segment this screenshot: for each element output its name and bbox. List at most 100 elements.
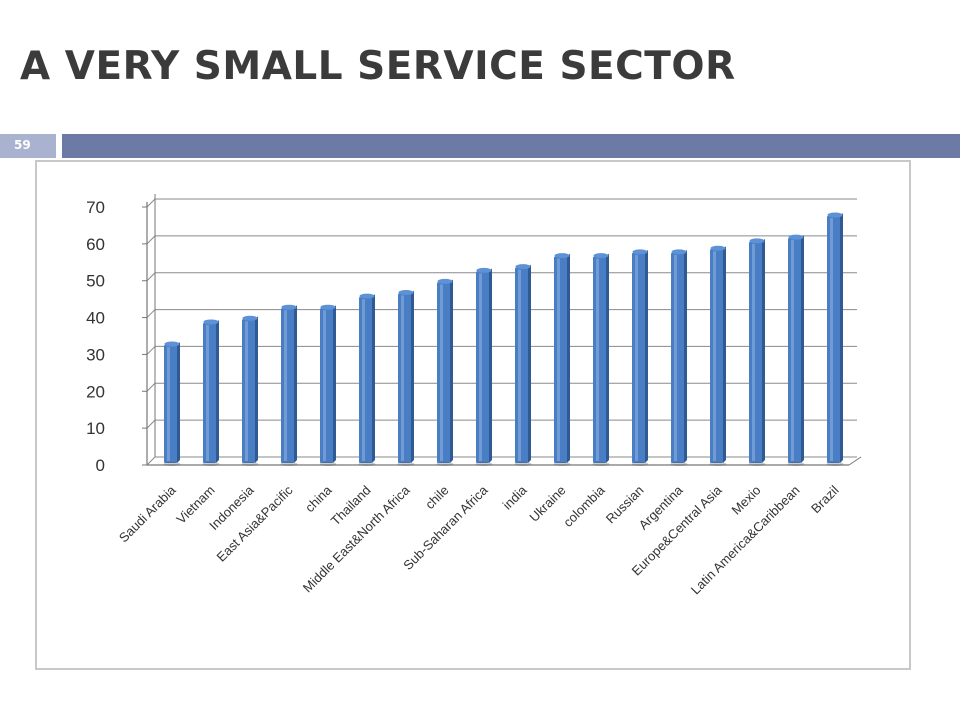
gridline-side [146, 346, 156, 355]
slide-title: A VERY SMALL SERVICE SECTOR [20, 44, 736, 89]
page-number: 59 [14, 138, 31, 152]
bar-highlight [479, 273, 482, 461]
y-tick-label: 70 [86, 198, 105, 217]
bar-top [554, 253, 570, 259]
bar-front [281, 308, 294, 463]
gridline-side [146, 272, 156, 282]
bar-top [359, 293, 375, 299]
bar-base-shadow [319, 462, 337, 466]
bar-highlight [518, 269, 521, 461]
bar-side [723, 246, 726, 463]
bar-front [710, 249, 723, 463]
gridline-side [146, 235, 156, 245]
bar-highlight [362, 299, 365, 461]
bar-side [567, 253, 570, 463]
bar-front [671, 252, 684, 463]
y-tick-label: 0 [96, 456, 105, 475]
bars [163, 212, 844, 466]
bar-front [398, 293, 411, 463]
bar-side [372, 294, 375, 463]
y-tick-label: 40 [86, 309, 105, 328]
bar [826, 212, 844, 466]
bar-side [645, 249, 648, 463]
bar [631, 249, 649, 466]
bar-side [177, 342, 180, 463]
bar-side [333, 305, 336, 463]
bar-side [840, 213, 843, 463]
bar-base-shadow [553, 462, 571, 466]
x-category-label: Saudi Arabia [116, 482, 179, 545]
bar-top [710, 245, 726, 251]
bar-side [606, 253, 609, 463]
bar-highlight [323, 310, 326, 461]
bar-highlight [830, 218, 833, 461]
bar-base-shadow [748, 462, 766, 466]
bar-top [164, 341, 180, 347]
bar-base-shadow [475, 462, 493, 466]
bar [280, 304, 298, 466]
bar-side [216, 319, 219, 463]
bar [709, 245, 727, 466]
bar-base-shadow [826, 462, 844, 466]
bar-highlight [206, 324, 209, 461]
gridlines [146, 198, 857, 466]
floor-edge [848, 456, 862, 466]
y-tick-label: 30 [86, 345, 105, 364]
bar [163, 341, 181, 466]
bar-top [515, 264, 531, 270]
bar-front [320, 308, 333, 463]
bar-front [203, 322, 216, 463]
bar [358, 293, 376, 466]
bar-side [762, 238, 765, 463]
x-category-label: Mexio [728, 483, 763, 518]
bar-base-shadow [514, 462, 532, 466]
bar-front [359, 297, 372, 463]
bar-top [203, 319, 219, 325]
bar-front [242, 319, 255, 463]
x-category-label: Brazil [808, 482, 842, 516]
bar-highlight [245, 321, 248, 461]
bar-front [788, 238, 801, 463]
y-tick-label: 50 [86, 272, 105, 291]
bar-base-shadow [787, 462, 805, 466]
gridline-side [146, 382, 156, 392]
bar [670, 249, 688, 466]
bar-top [320, 304, 336, 310]
bar-side [294, 305, 297, 463]
x-category-label: china [302, 482, 335, 515]
bar-top [281, 304, 297, 310]
bar-highlight [401, 295, 404, 461]
bar [514, 264, 532, 466]
bar-top [632, 249, 648, 255]
bar-highlight [752, 243, 755, 461]
bar-base-shadow [163, 462, 181, 466]
bar-front [164, 345, 177, 463]
bar [748, 238, 766, 466]
gridline-side [146, 456, 156, 466]
bar-base-shadow [280, 462, 298, 466]
bar-front [554, 256, 567, 463]
bar-front [632, 252, 645, 463]
bar-highlight [713, 251, 716, 461]
bar [475, 267, 493, 466]
bar-front [749, 241, 762, 463]
bar-highlight [284, 310, 287, 461]
bar [553, 253, 571, 466]
chart-frame: 0 10 20 30 40 50 60 70 Saudi Arabia Vietnam Indon… [35, 160, 911, 670]
bar-top [827, 212, 843, 218]
bar-base-shadow [709, 462, 727, 466]
bar-highlight [557, 258, 560, 461]
bar-side [528, 264, 531, 463]
bar-chart: 0 10 20 30 40 50 60 70 Saudi ArabiaVietnamIndon… [86, 194, 862, 597]
bar-top [476, 267, 492, 273]
bar-top [398, 289, 414, 295]
y-tick-label: 10 [86, 419, 105, 438]
bar-top [437, 278, 453, 284]
bar [319, 304, 337, 466]
bar [397, 289, 415, 466]
bar-top [593, 253, 609, 259]
bar-highlight [596, 258, 599, 461]
bar-side [255, 316, 258, 463]
